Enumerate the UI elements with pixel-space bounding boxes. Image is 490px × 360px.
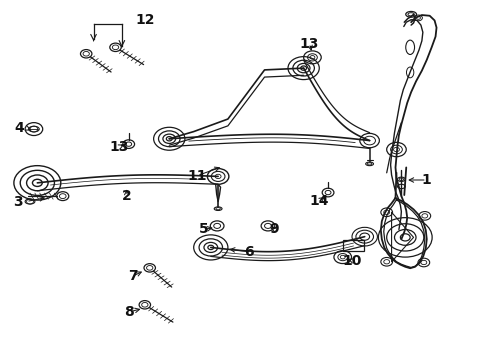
Text: 13: 13 [109, 140, 129, 154]
Text: 4: 4 [14, 121, 24, 135]
Text: 12: 12 [135, 13, 154, 27]
Text: 9: 9 [270, 222, 279, 237]
Text: 2: 2 [122, 189, 132, 203]
Text: 11: 11 [187, 169, 207, 183]
Text: 14: 14 [310, 194, 329, 208]
Text: 7: 7 [128, 269, 137, 283]
Text: 5: 5 [198, 222, 208, 237]
Text: 3: 3 [13, 194, 23, 208]
Text: 13: 13 [300, 37, 319, 51]
Text: 1: 1 [422, 173, 432, 187]
Text: 8: 8 [124, 305, 134, 319]
Text: 10: 10 [343, 254, 362, 268]
Text: 6: 6 [244, 245, 254, 259]
